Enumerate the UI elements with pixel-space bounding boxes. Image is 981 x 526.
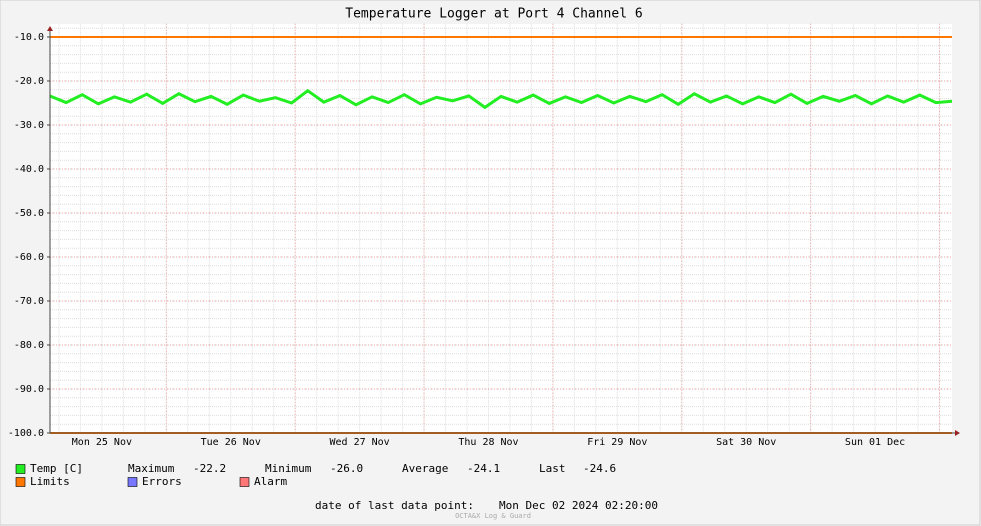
stat-value: -26.0: [330, 462, 363, 475]
stat-name: Maximum: [128, 462, 175, 475]
legend-label: Alarm: [254, 475, 287, 488]
axes: [47, 26, 960, 436]
y-tick-label: -80.0: [14, 340, 44, 351]
y-tick-label: -30.0: [14, 120, 44, 131]
plot-area: [50, 24, 952, 433]
y-tick-label: -40.0: [14, 164, 44, 175]
x-tick-label: Sun 01 Dec: [845, 437, 905, 448]
legend-swatch: [15, 477, 26, 487]
y-tick-label: -50.0: [14, 208, 44, 219]
legend-label: Limits: [30, 475, 70, 488]
legend-swatch: [239, 477, 250, 487]
footer-label: date of last data point:: [315, 499, 474, 512]
x-arrow: [955, 430, 960, 436]
footer-value: Mon Dec 02 2024 02:20:00: [499, 499, 658, 512]
stat-value: -24.6: [583, 462, 616, 475]
x-tick-label: Wed 27 Nov: [330, 437, 390, 448]
y-tick-label: -20.0: [14, 76, 44, 87]
x-tick-label: Thu 28 Nov: [458, 437, 518, 448]
stat-name: Last: [539, 462, 566, 475]
data-line: [49, 88, 953, 110]
y-arrow: [47, 26, 53, 31]
y-tick-label: -70.0: [14, 296, 44, 307]
y-tick-label: -100.0: [8, 428, 44, 439]
y-tick-label: -10.0: [14, 32, 44, 43]
x-tick-label: Fri 29 Nov: [587, 437, 647, 448]
legend-swatch: [15, 464, 26, 474]
stat-name: Average: [402, 462, 448, 475]
legend: Temp [C] Maximum -22.2 Minimum -26.0 Average -…: [15, 462, 616, 488]
stat-name: Minimum: [265, 462, 312, 475]
stat-value: -22.2: [193, 462, 226, 475]
y-tick-label: -90.0: [14, 384, 44, 395]
x-tick-label: Tue 26 Nov: [201, 437, 261, 448]
x-tick-label: Sat 30 Nov: [716, 437, 776, 448]
x-tick-label: Mon 25 Nov: [72, 437, 132, 448]
watermark: OCTA&X Log & Guard: [455, 512, 531, 520]
legend-label: Errors: [142, 475, 182, 488]
y-tick-label: -60.0: [14, 252, 44, 263]
legend-label: Temp [C]: [30, 462, 83, 475]
stat-value: -24.1: [467, 462, 500, 475]
legend-swatch: [127, 477, 138, 487]
chart-title: Temperature Logger at Port 4 Channel 6: [345, 7, 642, 22]
